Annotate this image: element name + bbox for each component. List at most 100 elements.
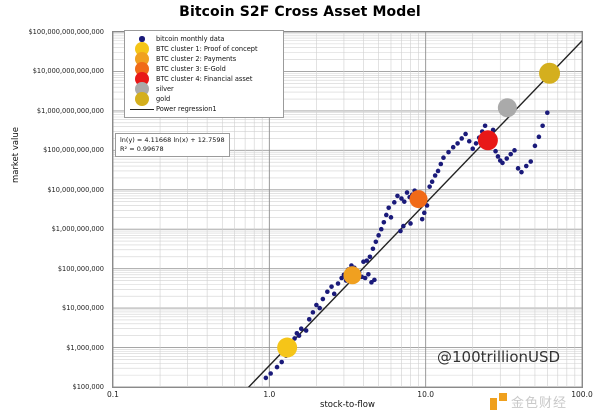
- data-point: [473, 141, 479, 146]
- y-tick-label: $100,000,000,000,000: [28, 28, 104, 36]
- series-bitcoin-monthly-data: [263, 110, 550, 381]
- legend-item-6[interactable]: gold: [128, 92, 279, 106]
- regression-equation-line1: ln(y) = 4.11668 ln(x) + 12.7598: [120, 136, 225, 144]
- data-point: [378, 226, 384, 232]
- data-point: [395, 193, 400, 199]
- data-point: [450, 144, 456, 150]
- cluster-marker-3: [409, 190, 428, 209]
- chart-legend: bitcoin monthly data BTC cluster 1: Proof…: [124, 30, 284, 118]
- data-point: [391, 200, 397, 205]
- y-tick-label: $100,000: [72, 383, 104, 391]
- data-point: [329, 284, 334, 289]
- legend-item-label: bitcoin monthly data: [156, 35, 225, 43]
- legend-item-label: silver: [156, 85, 174, 93]
- data-point: [424, 203, 430, 208]
- y-tick-label: $10,000,000,000,000: [32, 67, 104, 76]
- data-point: [432, 173, 438, 178]
- data-point: [370, 246, 376, 252]
- cluster-bubble: [497, 98, 517, 118]
- cluster-bubble: [409, 190, 428, 209]
- legend-item-label: BTC cluster 4: Financial asset: [156, 75, 253, 83]
- cluster-marker-6: [539, 62, 561, 84]
- data-point: [404, 190, 410, 195]
- data-point: [303, 328, 309, 333]
- data-point: [482, 123, 488, 129]
- data-point: [398, 228, 403, 234]
- legend-item-label: gold: [156, 95, 171, 103]
- legend-item-regression[interactable]: Power regression1: [128, 104, 279, 114]
- data-point: [435, 168, 441, 174]
- x-tick-label: 10.0: [417, 390, 435, 399]
- data-point: [399, 196, 404, 201]
- data-point: [508, 151, 514, 157]
- data-point: [279, 359, 285, 365]
- cluster-bubble: [343, 266, 362, 285]
- data-point: [320, 296, 326, 302]
- data-point: [314, 302, 319, 308]
- data-point: [298, 326, 304, 332]
- data-point: [504, 156, 510, 161]
- y-tick-label: $10,000,000: [62, 304, 104, 313]
- x-axis-label: stock-to-flow: [320, 400, 375, 410]
- data-point: [441, 155, 446, 161]
- legend-item-label: BTC cluster 2: Payments: [156, 55, 237, 63]
- y-tick-label: $10,000,000,000: [47, 185, 104, 194]
- data-point: [401, 223, 406, 229]
- data-point: [500, 160, 505, 166]
- data-point: [446, 149, 451, 155]
- data-point: [463, 131, 468, 137]
- data-point: [515, 166, 521, 171]
- cluster-marker-4: [477, 130, 498, 151]
- brand-logo: 金色财经: [490, 392, 567, 411]
- cluster-marker-2: [343, 266, 362, 285]
- legend-item-label: BTC cluster 3: E-Gold: [156, 65, 226, 73]
- y-tick-label: $1,000,000,000: [51, 225, 104, 234]
- legend-item-label: Power regression1: [156, 105, 217, 113]
- regression-r2-line: R² = 0.99678: [120, 145, 164, 153]
- data-point: [373, 239, 379, 245]
- data-point: [339, 275, 344, 281]
- y-tick-label: $1,000,000: [66, 343, 104, 352]
- legend-dot-icon: [128, 36, 156, 42]
- data-point: [495, 154, 501, 159]
- data-point: [523, 163, 529, 169]
- data-point: [528, 159, 534, 164]
- data-point: [386, 205, 391, 211]
- data-point: [317, 305, 323, 311]
- cluster-marker-5: [497, 98, 517, 118]
- data-point: [274, 364, 280, 370]
- data-point: [532, 143, 538, 149]
- data-point: [310, 310, 316, 315]
- data-point: [367, 254, 373, 260]
- data-point: [470, 146, 476, 152]
- data-point: [268, 371, 273, 376]
- watermark-text: @100trillionUSD: [437, 348, 561, 366]
- data-point: [427, 184, 432, 189]
- x-tick-label: 0.1: [107, 390, 119, 399]
- data-point: [364, 258, 370, 263]
- legend-item-label: BTC cluster 1: Proof of concept: [156, 45, 258, 53]
- data-point: [536, 134, 542, 140]
- data-point: [263, 375, 269, 381]
- data-point: [372, 277, 377, 283]
- data-point: [401, 199, 407, 204]
- y-tick-label: $100,000,000: [57, 264, 104, 273]
- x-tick-label: 1.0: [263, 390, 276, 399]
- data-point: [331, 291, 337, 297]
- cluster-bubble: [277, 337, 298, 358]
- data-point: [384, 212, 389, 218]
- legend-line-icon: [128, 108, 156, 110]
- data-point: [466, 138, 472, 144]
- data-point: [421, 210, 427, 216]
- data-point: [388, 215, 394, 220]
- cluster-bubble: [477, 130, 498, 151]
- data-point: [429, 179, 435, 185]
- legend-bubble-icon: [128, 92, 156, 106]
- legend-item-0[interactable]: bitcoin monthly data: [128, 34, 279, 44]
- data-point: [376, 233, 381, 238]
- data-point: [519, 169, 524, 175]
- data-point: [455, 141, 460, 146]
- data-point: [325, 289, 330, 295]
- data-point: [512, 148, 517, 153]
